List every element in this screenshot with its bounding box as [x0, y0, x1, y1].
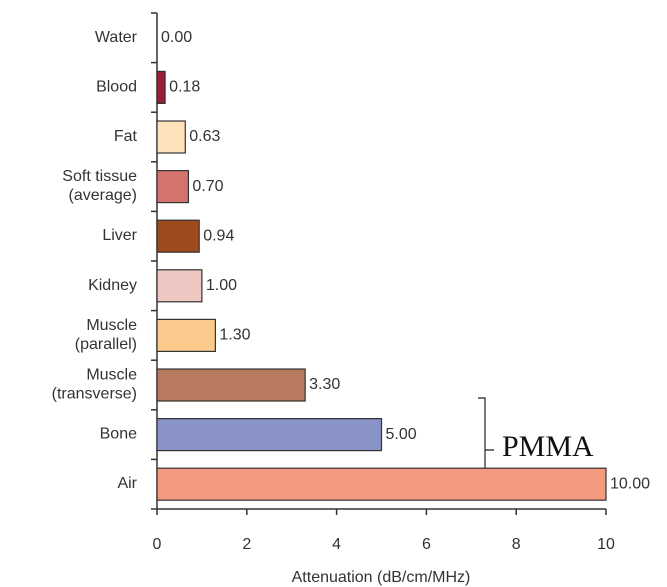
y-tick-label-line: Liver: [102, 227, 137, 244]
value-label: 0.94: [203, 227, 234, 244]
x-tick-label: 2: [242, 536, 251, 553]
y-tick-label-line: Air: [117, 475, 137, 492]
y-tick-label-line: (parallel): [75, 336, 137, 353]
annotation: PMMA: [502, 430, 594, 463]
bar: [156, 120, 186, 154]
x-tick-label: 8: [512, 536, 521, 553]
y-tick-label-line: Bone: [100, 426, 137, 443]
y-tick-label-line: Kidney: [88, 277, 137, 294]
bar: [156, 418, 383, 452]
bar: [156, 318, 216, 352]
value-label: 3.30: [309, 376, 340, 393]
y-tick-label: Liver: [102, 227, 137, 244]
value-label: 0.18: [169, 79, 200, 96]
value-label: 1.30: [219, 327, 250, 344]
bar: [156, 170, 190, 204]
bar: [156, 219, 200, 253]
y-tick-label-line: Blood: [96, 79, 137, 96]
value-label: 10.00: [610, 475, 650, 492]
y-tick-label: Soft tissue (average): [62, 168, 137, 204]
y-tick-label-line: (transverse): [52, 386, 137, 403]
bar: [156, 269, 203, 303]
x-axis-label: Attenuation (dB/cm/MHz): [292, 569, 471, 586]
value-label: 5.00: [386, 426, 417, 443]
y-tick-label: Muscle (parallel): [75, 317, 137, 353]
value-label: 0.00: [161, 29, 192, 46]
y-tick-label: Water: [95, 29, 138, 46]
y-tick-label: Fat: [114, 128, 138, 145]
y-tick-label-line: Fat: [114, 128, 138, 145]
y-tick-label-line: Water: [95, 29, 138, 46]
y-tick-label-line: (average): [69, 187, 137, 204]
y-tick-label: Kidney: [88, 277, 137, 294]
x-tick-label: 6: [422, 536, 431, 553]
bar: [156, 467, 607, 501]
value-label: 0.70: [192, 178, 223, 195]
y-tick-label: Air: [117, 475, 137, 492]
y-tick-label-line: Muscle: [86, 317, 137, 334]
y-tick-label: Muscle (transverse): [52, 367, 137, 403]
bar: [156, 368, 306, 402]
y-tick-label: Bone: [100, 426, 137, 443]
x-tick-label: 10: [597, 536, 615, 553]
y-tick-label-line: Soft tissue: [62, 168, 137, 185]
value-label: 0.63: [189, 128, 220, 145]
value-label: 1.00: [206, 277, 237, 294]
bar: [156, 70, 166, 105]
y-tick-label-line: Muscle: [86, 367, 137, 384]
x-tick-label: 4: [332, 536, 341, 553]
annotation-bracket: [478, 397, 494, 473]
x-tick-label: 0: [153, 536, 162, 553]
y-tick-label: Blood: [96, 79, 137, 96]
